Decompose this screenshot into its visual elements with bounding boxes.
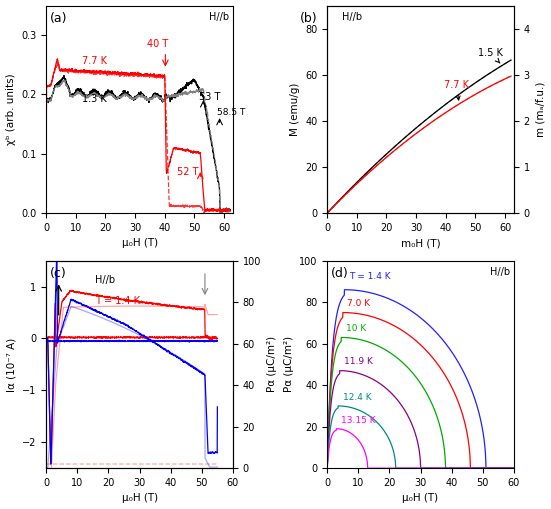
Text: 12.4 K: 12.4 K bbox=[343, 393, 371, 402]
X-axis label: μ₀H (T): μ₀H (T) bbox=[402, 493, 439, 503]
Text: 58.5 T: 58.5 T bbox=[217, 108, 245, 117]
Text: (b): (b) bbox=[300, 12, 318, 25]
Text: T = 1.4 K: T = 1.4 K bbox=[349, 272, 391, 281]
Text: 7.7 K: 7.7 K bbox=[444, 80, 469, 100]
Text: 11.9 K: 11.9 K bbox=[344, 357, 373, 366]
X-axis label: μ₀H (T): μ₀H (T) bbox=[122, 493, 158, 503]
Text: 40 T: 40 T bbox=[147, 39, 168, 49]
X-axis label: μ₀H (T): μ₀H (T) bbox=[122, 238, 158, 248]
Text: (c): (c) bbox=[50, 267, 67, 280]
Text: (d): (d) bbox=[331, 267, 349, 280]
Text: 7.7 K: 7.7 K bbox=[82, 56, 107, 66]
Text: H//b: H//b bbox=[95, 275, 115, 285]
Text: 53 T: 53 T bbox=[199, 93, 220, 102]
Text: 7.0 K: 7.0 K bbox=[348, 299, 371, 308]
Y-axis label: χᵇ (arb. units): χᵇ (arb. units) bbox=[6, 73, 15, 145]
Text: 1.5 K: 1.5 K bbox=[478, 48, 503, 63]
Text: 10 K: 10 K bbox=[346, 324, 366, 333]
Text: 52 T: 52 T bbox=[177, 166, 198, 177]
Y-axis label: M (emu/g): M (emu/g) bbox=[289, 82, 300, 136]
Y-axis label: Iα (10⁻⁷ A): Iα (10⁻⁷ A) bbox=[7, 337, 17, 391]
Text: T = 1.4 K: T = 1.4 K bbox=[95, 296, 140, 306]
Y-axis label: Pα (μC/m²): Pα (μC/m²) bbox=[284, 336, 294, 392]
Text: 13.15 K: 13.15 K bbox=[341, 415, 376, 425]
Text: H//b: H//b bbox=[490, 267, 510, 277]
Text: H//b: H//b bbox=[342, 12, 362, 22]
Text: 1.3 K: 1.3 K bbox=[82, 94, 106, 104]
Y-axis label: m (mₐ/f.u.): m (mₐ/f.u.) bbox=[536, 81, 545, 137]
Text: H//b: H//b bbox=[209, 12, 229, 22]
Text: (a): (a) bbox=[50, 12, 67, 25]
X-axis label: m₀H (T): m₀H (T) bbox=[401, 238, 440, 248]
Y-axis label: Pα (μC/m²): Pα (μC/m²) bbox=[267, 336, 277, 392]
